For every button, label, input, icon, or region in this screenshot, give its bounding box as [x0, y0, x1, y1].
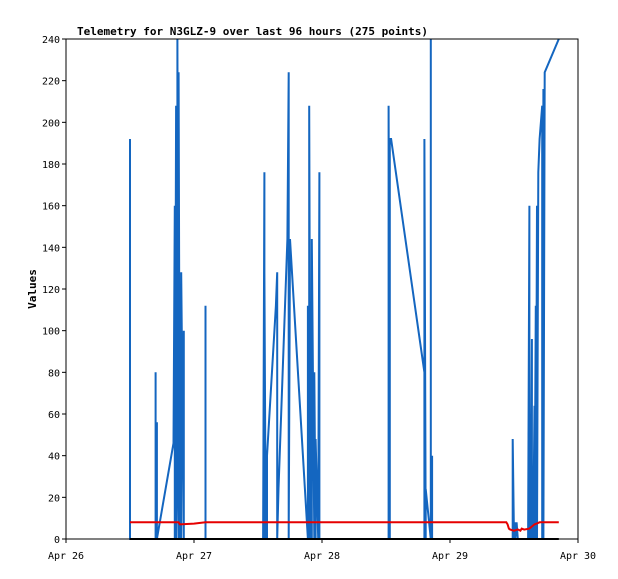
y-tick-label: 220 [42, 77, 60, 88]
x-tick-label: Apr 29 [432, 551, 468, 562]
y-tick-label: 180 [42, 160, 60, 171]
x-tick-label: Apr 28 [304, 551, 340, 562]
y-tick-label: 0 [54, 535, 60, 546]
y-tick-label: 60 [48, 410, 60, 421]
y-tick-label: 240 [42, 35, 60, 46]
y-tick-label: 120 [42, 285, 60, 296]
y-tick-label: 140 [42, 243, 60, 254]
axes-layer: 0 20 40 60 80 100 120 140 160 180 200 220 240 Apr 26 A… [42, 35, 596, 562]
chart-title: Telemetry for N3GLZ-9 over last 96 hours… [77, 25, 428, 38]
y-axis-label: Values [26, 269, 39, 309]
x-tick-label: Apr 27 [176, 551, 212, 562]
x-tick-label: Apr 30 [560, 551, 596, 562]
y-tick-label: 80 [48, 368, 60, 379]
y-tick-label: 100 [42, 327, 60, 338]
y-tick-label: 200 [42, 118, 60, 129]
y-tick-label: 20 [48, 493, 60, 504]
series-layer [129, 38, 560, 540]
y-tick-label: 160 [42, 202, 60, 213]
plot-frame [65, 38, 579, 540]
series-line-blue [129, 38, 560, 540]
y-tick-label: 40 [48, 452, 60, 463]
x-tick-label: Apr 26 [48, 551, 84, 562]
series-line-red [130, 521, 559, 533]
